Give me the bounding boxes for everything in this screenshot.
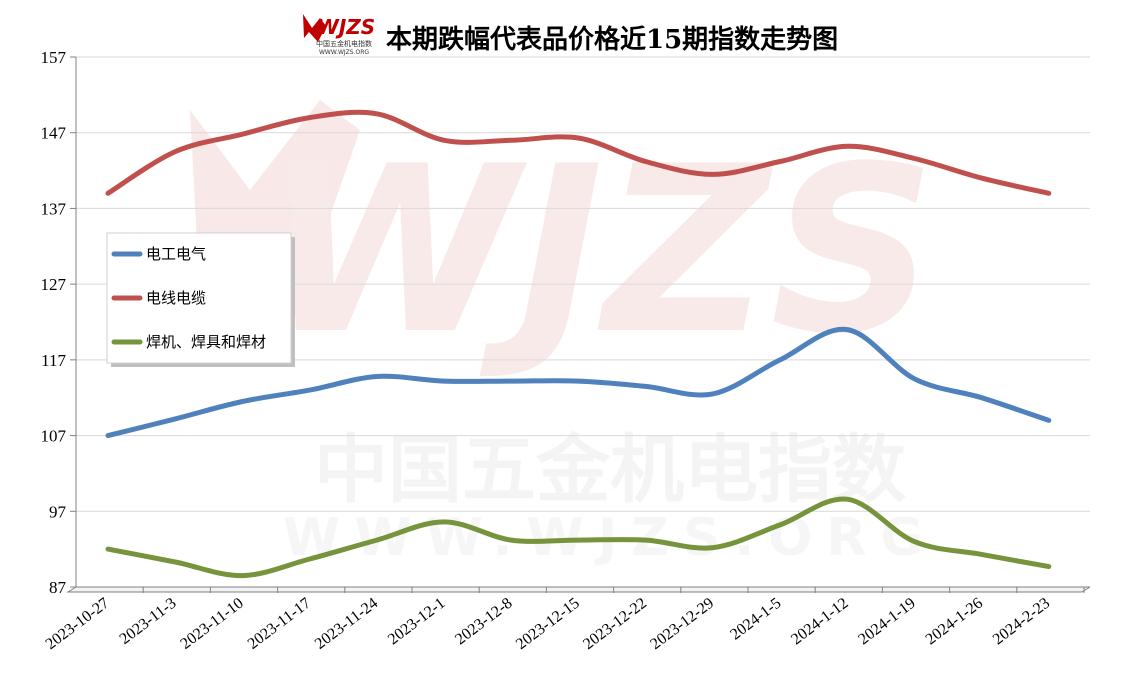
logo-url: WWW.WJZS.ORG — [319, 49, 369, 56]
x-tick-label: 2023-12-29 — [647, 595, 717, 654]
series-lines — [105, 109, 1052, 579]
watermark-logo-text: WJZS — [264, 118, 936, 385]
x-axis-floor — [66, 586, 1091, 593]
series-line-electrical — [105, 326, 1052, 439]
x-tick-label: 2024-1-19 — [855, 595, 918, 649]
watermark: WJZS 中国五金机电指数 WWW.WJZS.ORG — [190, 100, 936, 568]
x-tick-label: 2023-12-22 — [580, 595, 650, 654]
y-tick-label: 127 — [41, 275, 67, 294]
y-tick-label: 117 — [41, 351, 66, 370]
y-axis-ticks: 87 97 107 117 127 137 147 157 — [41, 48, 76, 597]
y-tick-label: 97 — [49, 502, 67, 521]
y-tick-label: 147 — [41, 124, 67, 143]
x-tick-label: 2024-2-23 — [990, 595, 1053, 649]
y-tick-label: 87 — [49, 578, 67, 597]
legend-label: 焊机、焊具和焊材 — [146, 333, 266, 351]
x-tick-label: 2024-1-26 — [923, 595, 986, 649]
watermark-main-text: 中国五金机电指数 — [314, 427, 906, 513]
watermark-logo-arrow — [190, 100, 360, 330]
x-axis-ticks: 2023-10-27 2023-11-32023-11-102023-11-172… — [43, 587, 1085, 654]
y-tick-label: 107 — [41, 427, 67, 446]
logo-subtext: 中国五金机电指数 — [316, 39, 372, 48]
chart-title: 本期跌幅代表品价格近15期指数走势图 — [386, 24, 838, 55]
x-tick-label: 2023-11-10 — [177, 595, 246, 653]
y-tick-label: 137 — [41, 199, 67, 218]
header-logo: WJZS 中国五金机电指数 WWW.WJZS.ORG — [303, 14, 375, 56]
x-tick-label: 2023-12-15 — [513, 595, 583, 654]
axes — [66, 57, 1091, 593]
x-tick-label: 2023-12-1 — [385, 595, 448, 649]
x-tick-label: 2024-1-12 — [788, 595, 851, 649]
x-tick-label: 2023-12-8 — [452, 595, 515, 649]
logo-arrow-icon — [303, 14, 326, 42]
x-tick-label: 2024-1-5 — [727, 595, 784, 644]
x-tick-label: 2023-10-27 — [43, 595, 113, 654]
series-line-cable — [105, 109, 1052, 196]
series-line-welding — [105, 496, 1052, 579]
x-tick-label: 2023-11-24 — [312, 595, 381, 653]
y-tick-label: 157 — [41, 48, 67, 67]
logo-text: WJZS — [317, 15, 375, 39]
x-tick-label: 2023-11-17 — [245, 595, 314, 653]
legend-label: 电工电气 — [146, 245, 206, 263]
x-tick-label: 2023-11-3 — [117, 595, 180, 648]
legend-label: 电线电缆 — [146, 289, 206, 307]
